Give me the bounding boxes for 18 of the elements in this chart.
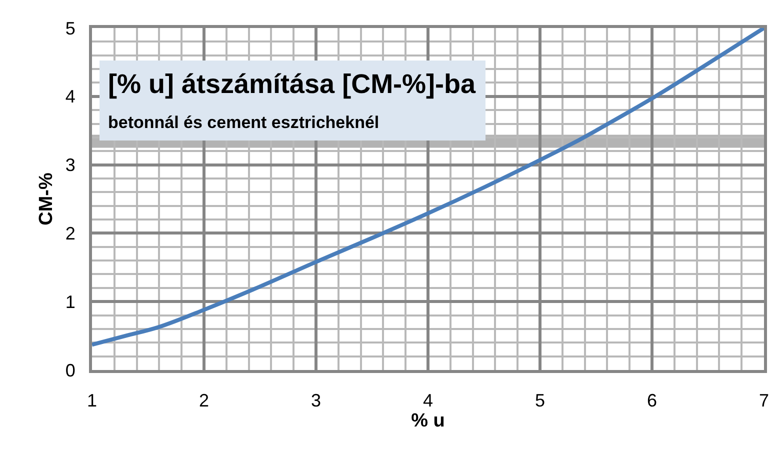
y-tick-label: 0 <box>65 360 76 380</box>
y-tick-label: 2 <box>65 224 76 244</box>
x-tick-label: 3 <box>310 390 322 411</box>
x-tick-label: 7 <box>758 390 770 411</box>
text: [% u] átszámítása [CM-%]-ba <box>108 69 477 99</box>
y-tick-label: 3 <box>65 155 76 176</box>
x-tick-label: 5 <box>534 390 546 411</box>
text: betonnál és cement esztricheknél <box>108 113 380 132</box>
x-tick-label: 4 <box>422 390 434 411</box>
x-tick-label: 6 <box>646 390 658 411</box>
x-axis-title: % u <box>411 410 445 432</box>
x-tick-label: 2 <box>198 390 210 411</box>
y-tick-label: 1 <box>65 292 76 312</box>
y-axis-title: CM-% <box>36 172 58 226</box>
line-series <box>92 28 764 347</box>
y-tick-label: 4 <box>65 86 76 107</box>
x-tick-label: 1 <box>86 390 98 411</box>
y-tick-label: 5 <box>65 18 76 38</box>
